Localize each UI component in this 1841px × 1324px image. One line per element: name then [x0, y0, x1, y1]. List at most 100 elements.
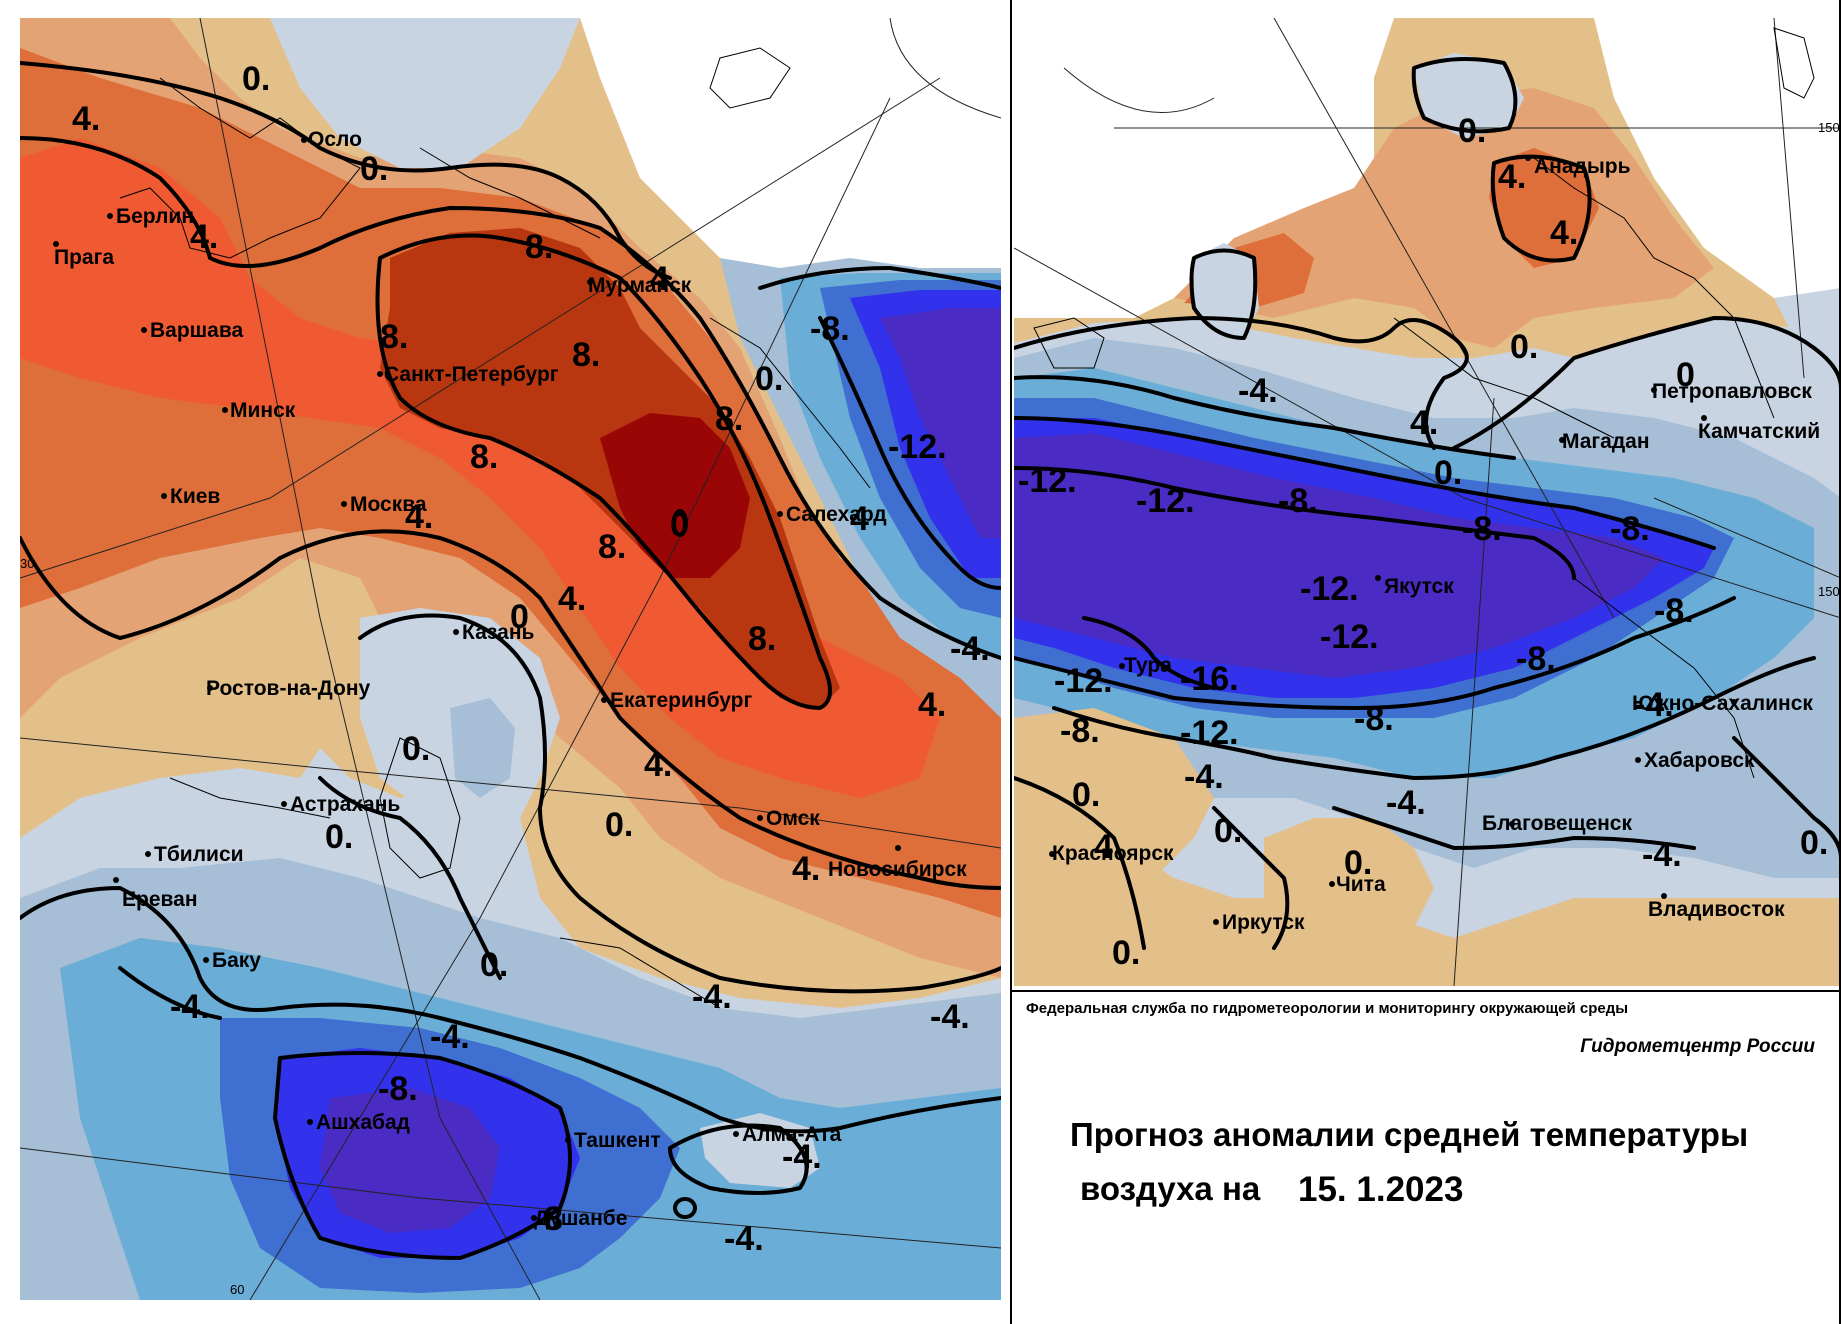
svg-text:Берлин: Берлин: [116, 205, 194, 228]
city-marker: Казань: [453, 621, 535, 644]
isotherm-label: 0.: [1800, 824, 1828, 862]
isotherm-label: 4.: [918, 686, 946, 724]
city-marker: Астрахань: [281, 793, 400, 816]
caption-box: Федеральная служба по гидрометеорологии …: [1012, 990, 1839, 1324]
city-marker: Киев: [161, 485, 220, 508]
field-neutral-arctic: [270, 18, 580, 168]
isotherm-label: 0.: [1214, 812, 1242, 850]
isotherm-label: -4.: [724, 1220, 764, 1258]
isotherm-label: -8.: [378, 1070, 418, 1108]
svg-text:Южно-Сахалинск: Южно-Сахалинск: [1632, 692, 1813, 715]
svg-text:Екатеринбург: Екатеринбург: [610, 689, 753, 712]
svg-text:Тура: Тура: [1124, 654, 1172, 677]
isotherm-label: 0.: [755, 360, 783, 398]
svg-text:Киев: Киев: [170, 485, 220, 508]
isotherm-label: -4.: [1386, 784, 1426, 822]
field-neutral-a: [1414, 53, 1524, 138]
isotherm-label: 4: [1094, 828, 1113, 866]
isotherm-label: 0: [510, 598, 529, 636]
isotherm-label: 0.: [1072, 776, 1100, 814]
east-graticule: [1014, 18, 1841, 986]
city-marker: Чита: [1329, 873, 1386, 896]
svg-text:Ереван: Ереван: [122, 888, 198, 911]
city-marker: Алма-Ата: [733, 1123, 842, 1146]
map-title-line2: воздуха на: [1080, 1170, 1261, 1207]
isotherm-label: -8.: [1462, 510, 1502, 548]
isotherm-label: 0.: [242, 60, 270, 98]
isotherm-label: 4.: [72, 100, 100, 138]
svg-text:Ашхабад: Ашхабад: [316, 1111, 410, 1134]
city-marker: Южно-Сахалинск: [1632, 692, 1813, 715]
isotherm-label: -12.: [888, 428, 947, 466]
west-graticule: [20, 18, 1001, 1300]
isotherm-label: 4: [650, 260, 669, 298]
city-marker: Ростов-на-Дону: [206, 677, 371, 700]
isotherm-label: 8: [544, 1200, 563, 1238]
isotherm-label: -16.: [1180, 660, 1239, 698]
svg-text:Минск: Минск: [230, 399, 296, 422]
isotherm-label: 8.: [380, 318, 408, 356]
svg-text:Петропавловск: Петропавловск: [1652, 380, 1812, 403]
west-map: 0. 4. 0. 4. 8. 4 8. 8. -8. 0. 8. 8. -12.…: [20, 18, 1001, 1300]
isotherm-label: 4.: [644, 746, 672, 784]
svg-text:Мурманск: Мурманск: [588, 274, 692, 297]
isotherm-label: 8.: [598, 528, 626, 566]
isotherm-label: -8.: [1060, 712, 1100, 750]
isotherm-label: 0.: [480, 946, 508, 984]
field-warm-south-b: [1014, 708, 1214, 958]
svg-text:Баку: Баку: [212, 949, 261, 972]
isotherm-label: -4.: [430, 1018, 470, 1056]
isotherm-label: -12.: [1320, 618, 1379, 656]
city-marker: Тбилиси: [145, 843, 244, 866]
isotherm-label: 0.: [402, 730, 430, 768]
city-marker: Камчатский: [1698, 415, 1820, 443]
field-warm-3b: [1489, 148, 1599, 268]
isotherm-label: -12.: [1136, 482, 1195, 520]
svg-text:Красноярск: Красноярск: [1052, 842, 1174, 865]
city-marker: Иркутск: [1213, 911, 1305, 934]
city-marker: Прага: [53, 241, 114, 269]
city-marker: Владивосток: [1648, 893, 1785, 921]
city-marker: Анадырь: [1525, 155, 1631, 178]
isotherm-label: 4.: [1498, 158, 1526, 196]
city-marker: Душанбе: [531, 1207, 627, 1230]
isotherm-label: 0.: [1344, 844, 1372, 882]
field-neutral-b: [1194, 243, 1259, 338]
isotherm-label: -8.: [1278, 482, 1318, 520]
west-cities: Осло Берлин Прага Варшава Санкт-Петербур…: [53, 128, 967, 1230]
city-marker: Осло: [301, 128, 362, 151]
isotherm-label: 0.: [1434, 454, 1462, 492]
svg-text:Алма-Ата: Алма-Ата: [742, 1123, 842, 1146]
isotherm-label: 4.: [1550, 214, 1578, 252]
agency-name: Федеральная служба по гидрометеорологии …: [1026, 1000, 1629, 1017]
field-warm-4: [20, 138, 940, 798]
isotherm-label: 4.: [190, 218, 218, 256]
svg-text:Душанбе: Душанбе: [534, 1207, 627, 1230]
svg-text:Астрахань: Астрахань: [290, 793, 400, 816]
field-cool-5: [1014, 433, 1664, 678]
city-marker: Москва: [341, 493, 427, 516]
svg-text:Чита: Чита: [1336, 873, 1386, 896]
isotherm-label: 0: [670, 506, 689, 544]
field-cool-5-east: [880, 308, 1001, 538]
city-marker: Ашхабад: [307, 1111, 410, 1134]
city-marker: Хабаровск: [1635, 749, 1755, 772]
isotherm-label: 8.: [715, 400, 743, 438]
isotherm-label: 0.: [360, 150, 388, 188]
west-isotherms: [20, 61, 1001, 1260]
isotherm-label: -8.: [810, 310, 850, 348]
svg-text:Иркутск: Иркутск: [1222, 911, 1305, 934]
svg-text:Ростов-на-Дону: Ростов-на-Дону: [206, 677, 371, 700]
svg-text:Салехард: Салехард: [786, 503, 887, 526]
city-marker: Омск: [757, 807, 820, 830]
svg-text:Хабаровск: Хабаровск: [1644, 749, 1755, 772]
svg-text:Тбилиси: Тбилиси: [154, 843, 244, 866]
city-marker: Мурманск: [587, 274, 692, 297]
forecast-date: 15. 1.2023: [1298, 1170, 1464, 1209]
isotherm-label: -4.: [950, 630, 990, 668]
svg-text:Новосибирск: Новосибирск: [828, 858, 967, 881]
west-isotherm-labels: 0. 4. 0. 4. 8. 4 8. 8. -8. 0. 8. 8. -12.…: [72, 60, 990, 1258]
field-cool-1-caspian: [450, 698, 515, 798]
isotherm-label: 4.: [558, 580, 586, 618]
isotherm-label: 0.: [1112, 934, 1140, 972]
